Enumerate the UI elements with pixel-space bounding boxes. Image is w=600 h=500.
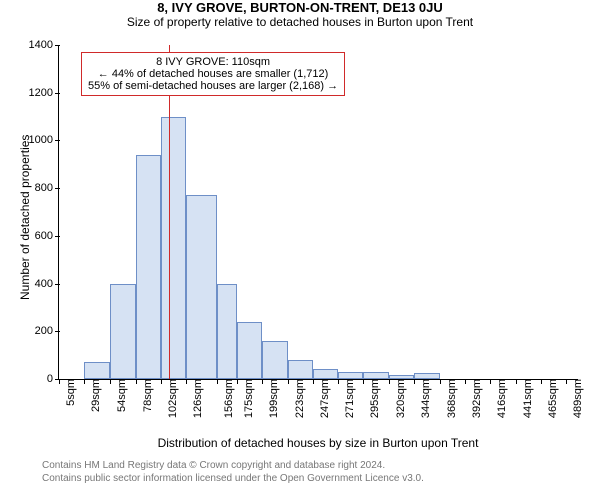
x-tick-label: 465sqm (545, 379, 559, 418)
x-tick-label: 175sqm (241, 379, 255, 418)
x-tick-label: 416sqm (494, 379, 508, 418)
annotation-line: 55% of semi-detached houses are larger (… (88, 80, 338, 92)
annotation-line: 8 IVY GROVE: 110sqm (88, 56, 338, 68)
x-tick-mark (516, 379, 517, 384)
x-tick-label: 392sqm (469, 379, 483, 418)
histogram-bar (161, 117, 186, 379)
x-tick-mark (566, 379, 567, 384)
x-tick-label: 126sqm (190, 379, 204, 418)
y-tick-label: 0 (47, 373, 59, 385)
y-tick-label: 400 (35, 278, 59, 290)
y-tick-label: 200 (35, 325, 59, 337)
x-tick-label: 368sqm (444, 379, 458, 418)
footer-attribution: Contains HM Land Registry data © Crown c… (42, 460, 424, 485)
y-axis-label: Number of detached properties (18, 135, 32, 300)
x-tick-label: 5sqm (63, 379, 77, 406)
x-tick-mark (288, 379, 289, 384)
x-tick-mark (440, 379, 441, 384)
x-tick-label: 102sqm (165, 379, 179, 418)
x-tick-label: 320sqm (393, 379, 407, 418)
x-tick-mark (217, 379, 218, 384)
x-axis-label: Distribution of detached houses by size … (58, 436, 578, 450)
histogram-bar (262, 341, 287, 379)
x-tick-mark (465, 379, 466, 384)
histogram-bar (414, 373, 439, 379)
x-tick-label: 441sqm (520, 379, 534, 418)
histogram-bar (338, 372, 363, 379)
footer-line: Contains public sector information licen… (42, 473, 424, 486)
histogram-bar (288, 360, 313, 379)
x-tick-mark (490, 379, 491, 384)
x-tick-mark (363, 379, 364, 384)
histogram-bar (363, 372, 389, 379)
y-tick-label: 1400 (29, 39, 59, 51)
x-tick-label: 223sqm (292, 379, 306, 418)
x-tick-label: 271sqm (342, 379, 356, 418)
x-tick-label: 78sqm (140, 379, 154, 412)
histogram-bar (313, 369, 338, 379)
y-tick-label: 800 (35, 182, 59, 194)
x-tick-mark (110, 379, 111, 384)
histogram-bar (237, 322, 262, 379)
x-tick-label: 156sqm (221, 379, 235, 418)
y-tick-label: 1000 (29, 134, 59, 146)
y-tick-label: 600 (35, 230, 59, 242)
x-tick-label: 199sqm (266, 379, 280, 418)
x-tick-mark (414, 379, 415, 384)
histogram-bar (217, 284, 237, 379)
histogram-bar (389, 375, 414, 379)
histogram-bar (186, 195, 217, 379)
x-tick-mark (84, 379, 85, 384)
x-tick-label: 54sqm (114, 379, 128, 412)
x-tick-mark (389, 379, 390, 384)
x-tick-mark (313, 379, 314, 384)
x-tick-mark (136, 379, 137, 384)
histogram-bar (110, 284, 135, 379)
histogram-bar (136, 155, 161, 379)
footer-line: Contains HM Land Registry data © Crown c… (42, 460, 424, 473)
y-tick-label: 1200 (29, 87, 59, 99)
histogram-bar (84, 362, 110, 379)
x-tick-mark (161, 379, 162, 384)
x-tick-mark (186, 379, 187, 384)
x-tick-mark (338, 379, 339, 384)
x-tick-label: 29sqm (88, 379, 102, 412)
annotation-line: ← 44% of detached houses are smaller (1,… (88, 68, 338, 80)
annotation-box: 8 IVY GROVE: 110sqm← 44% of detached hou… (81, 52, 345, 96)
chart-title: 8, IVY GROVE, BURTON-ON-TRENT, DE13 0JU (0, 0, 600, 15)
chart-subtitle: Size of property relative to detached ho… (0, 15, 600, 29)
x-tick-label: 344sqm (418, 379, 432, 418)
chart-plot-area: 02004006008001000120014005sqm29sqm54sqm7… (58, 46, 578, 380)
x-tick-label: 247sqm (317, 379, 331, 418)
x-tick-mark (237, 379, 238, 384)
x-tick-label: 295sqm (367, 379, 381, 418)
x-tick-mark (541, 379, 542, 384)
x-tick-mark (59, 379, 60, 384)
x-tick-label: 489sqm (570, 379, 584, 418)
x-tick-mark (262, 379, 263, 384)
